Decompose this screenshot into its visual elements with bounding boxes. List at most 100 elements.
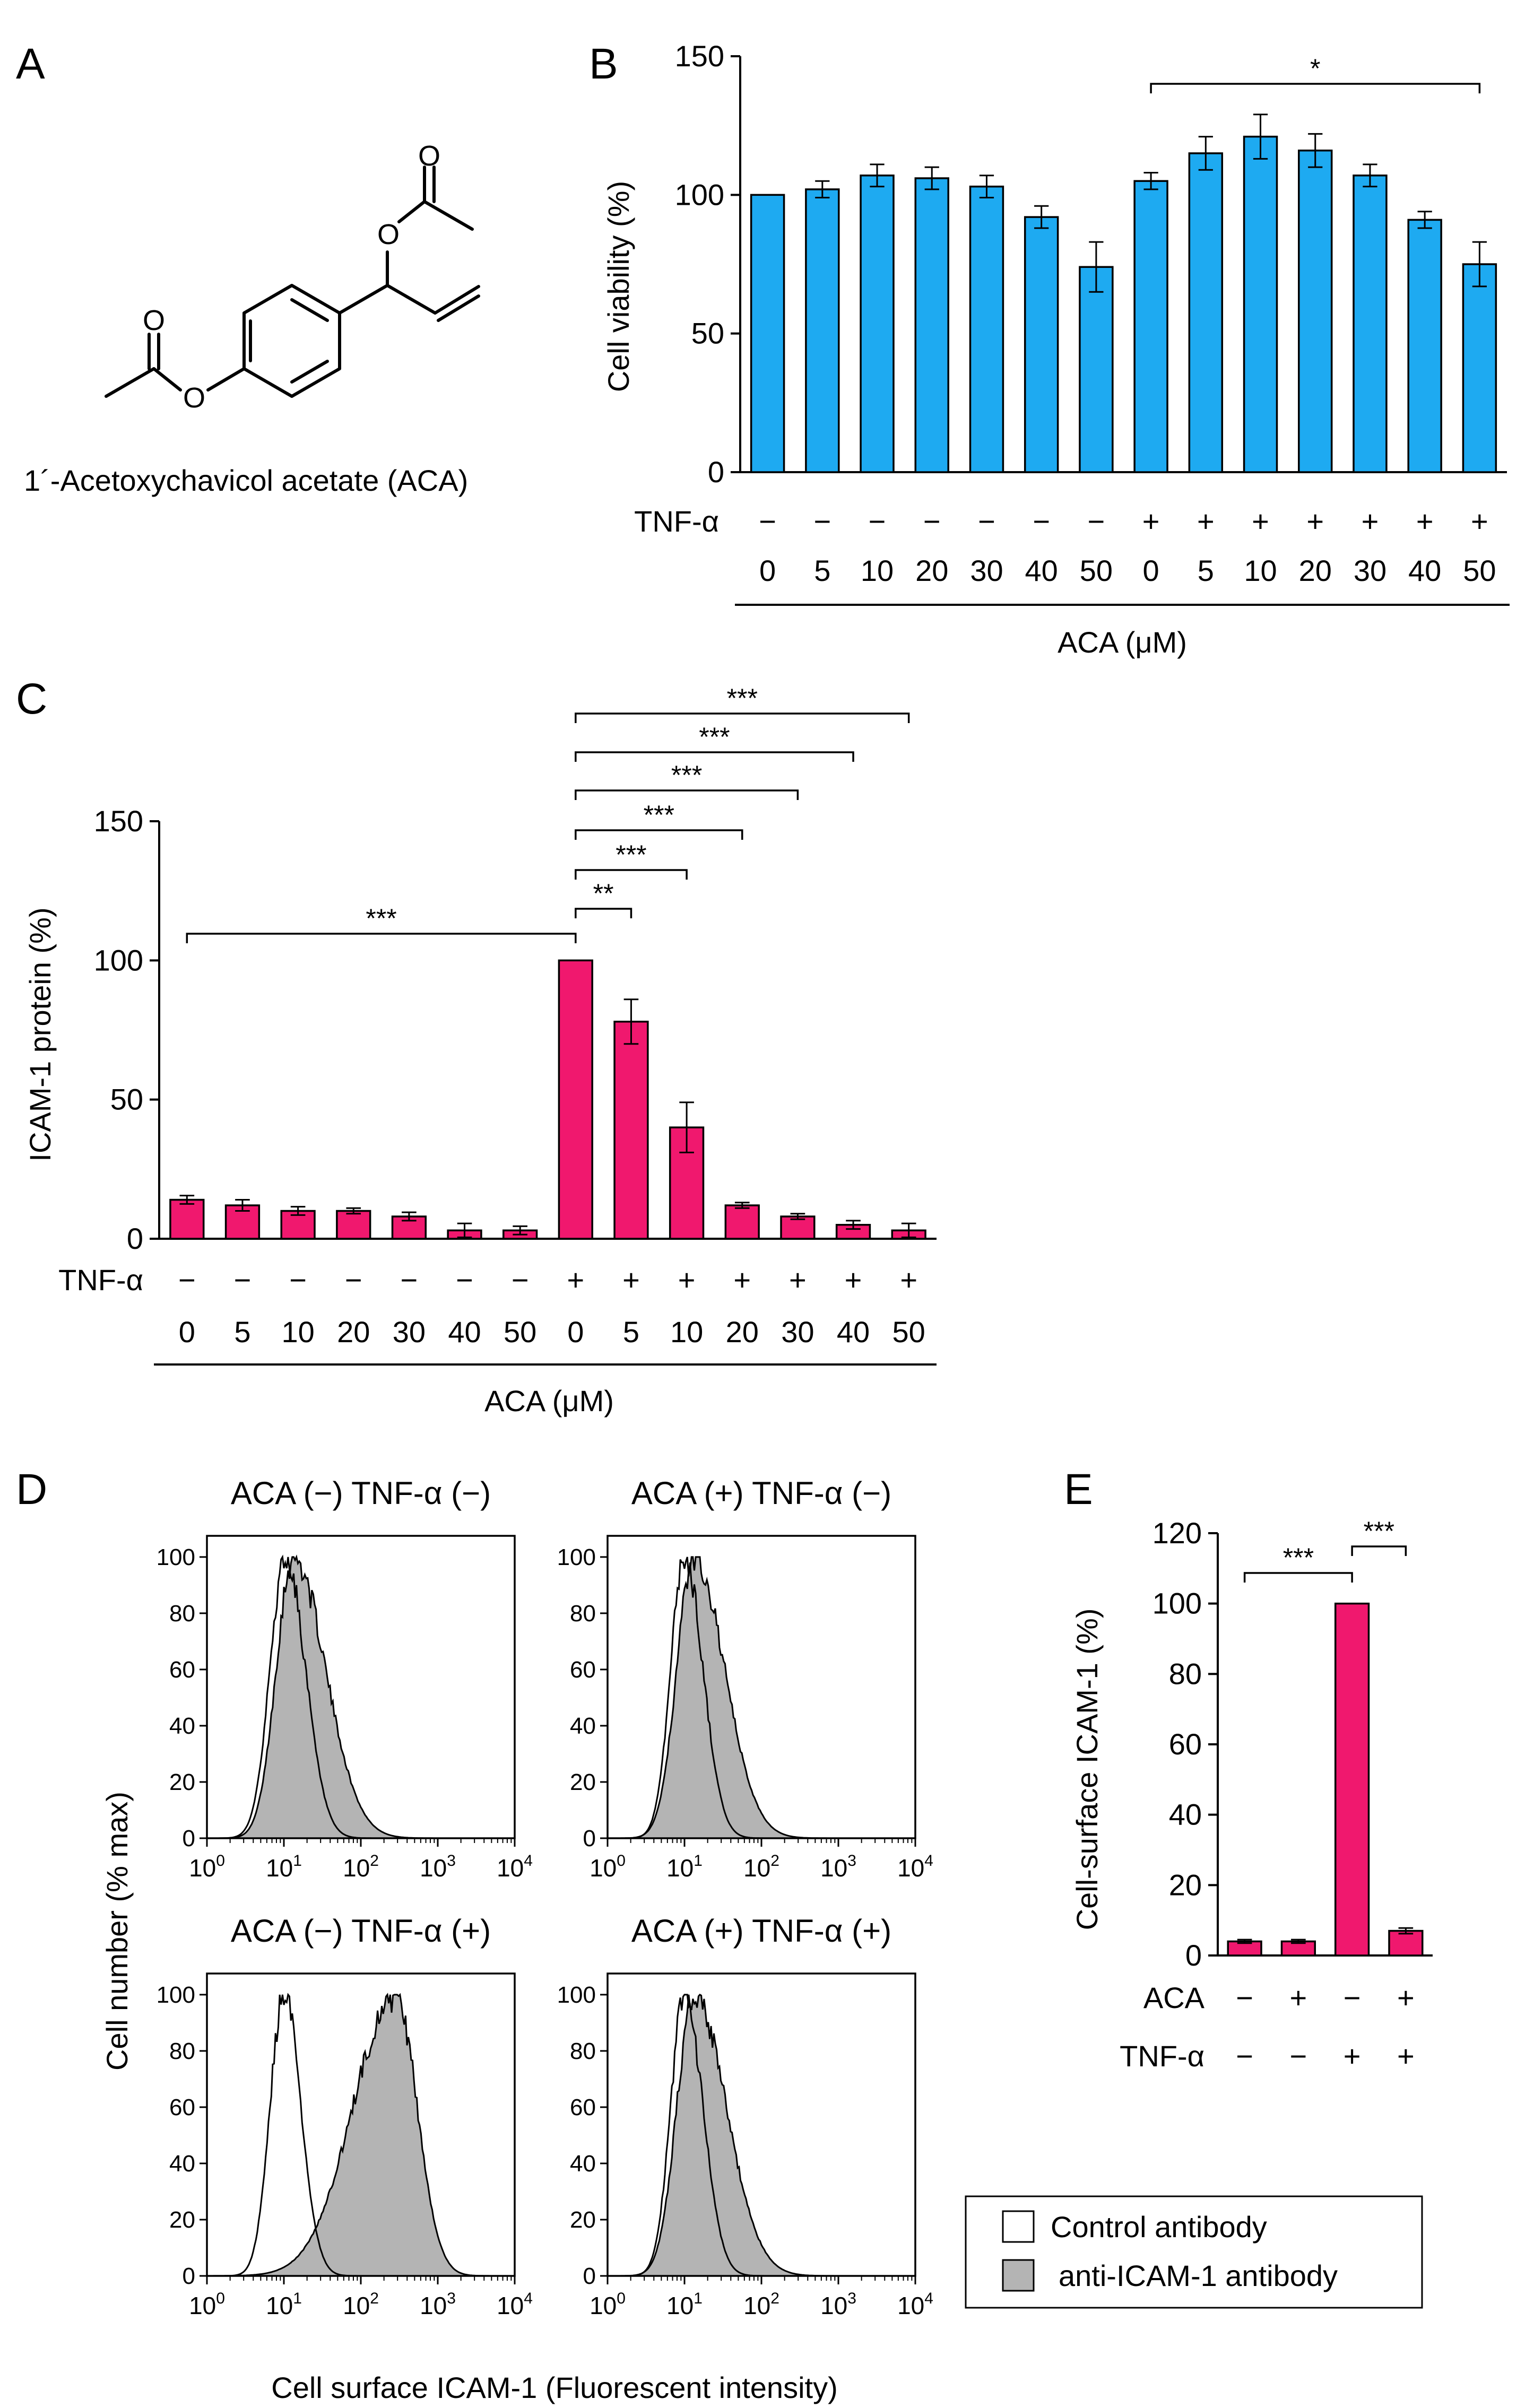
b-tnf-sign: − — [978, 505, 995, 538]
histogram-x-tick-label: 103 — [820, 1852, 856, 1882]
e-tnf-sign: + — [1344, 2039, 1361, 2073]
b-bar — [805, 188, 840, 473]
c-tnf-sign: + — [789, 1263, 807, 1297]
e-significance-label: *** — [1364, 1516, 1394, 1546]
histogram-panel: ACA (−) TNF-α (+) 0 20 40 60 80 100 100 101 102 10… — [157, 1913, 533, 2319]
e-bar — [1334, 1602, 1370, 1957]
c-x-tick-label: 30 — [781, 1315, 814, 1349]
c-significance-bracket — [575, 869, 688, 880]
c-tnf-sign: − — [512, 1263, 529, 1297]
b-tnf-sign: + — [1252, 505, 1269, 538]
b-x-tick-label: 0 — [759, 554, 776, 587]
c-x-tick-label: 30 — [393, 1315, 426, 1349]
c-y-tick-label: 150 — [94, 804, 143, 838]
e-y-tick-label: 120 — [1152, 1516, 1202, 1550]
c-tnf-sign: − — [234, 1263, 252, 1297]
b-x-tick-label: 5 — [814, 554, 830, 587]
histogram-x-tick-label: 101 — [666, 1852, 703, 1882]
chart-e-cell-surface-icam1: 0 20 40 60 80 100 120 *** *** − + − + − − + + Cell-sur… — [1070, 1516, 1433, 2073]
b-tnf-sign: − — [1088, 505, 1105, 538]
histogram-y-tick-label: 20 — [169, 2207, 195, 2233]
e-aca-sign: − — [1236, 1981, 1253, 2014]
b-significance-label: * — [1310, 54, 1320, 83]
c-x-tick-label: 10 — [670, 1315, 703, 1349]
histogram-panel: ACA (−) TNF-α (−) 0 20 40 60 80 100 100 101 102 10… — [157, 1475, 533, 1882]
b-bar — [969, 185, 1004, 473]
histogram-y-tick-label: 20 — [169, 1769, 195, 1795]
e-tnf-sign: − — [1236, 2039, 1253, 2073]
histogram-y-tick-label: 40 — [570, 1713, 596, 1739]
histogram-panel: ACA (+) TNF-α (+) 0 20 40 60 80 100 100 101 102 10… — [557, 1913, 933, 2319]
c-significance-bracket — [575, 751, 854, 762]
histogram-y-tick-label: 80 — [570, 2038, 596, 2064]
b-bar — [1024, 216, 1059, 473]
e-significance-bracket — [1243, 1572, 1353, 1583]
histogram-y-tick-label: 0 — [583, 2263, 596, 2289]
histogram-y-tick-label: 60 — [570, 2094, 596, 2120]
histogram-y-tick-label: 100 — [157, 1544, 195, 1570]
c-y-tick-label: 50 — [110, 1083, 143, 1116]
histogram-anti-icam1 — [207, 1554, 515, 1839]
histogram-y-tick-label: 60 — [570, 1657, 596, 1683]
e-aca-row-label: ACA — [1143, 1981, 1205, 2014]
histogram-x-tick-label: 103 — [820, 2290, 856, 2319]
e-y-tick-label: 100 — [1152, 1587, 1202, 1620]
histogram-y-tick-label: 80 — [169, 1601, 195, 1627]
histogram-control — [608, 1557, 915, 1839]
histogram-x-tick-label: 102 — [743, 1852, 779, 1882]
histogram-anti-icam1 — [608, 1556, 915, 1839]
e-y-tick-label: 60 — [1169, 1727, 1202, 1761]
histogram-x-tick-label: 100 — [590, 1852, 626, 1882]
b-bar — [914, 177, 949, 473]
c-tnf-sign: − — [289, 1263, 307, 1297]
b-x-tick-label: 50 — [1080, 554, 1113, 587]
histogram-x-tick-label: 102 — [343, 2290, 379, 2319]
e-y-tick-label: 20 — [1169, 1868, 1202, 1901]
e-y-tick-label: 80 — [1169, 1657, 1202, 1690]
histogram-y-tick-label: 0 — [183, 1825, 195, 1851]
b-x-tick-label: 30 — [1354, 554, 1386, 587]
c-x-tick-label: 40 — [448, 1315, 481, 1349]
c-bar — [558, 959, 593, 1240]
e-aca-sign: + — [1290, 1981, 1307, 2014]
c-tnf-sign: − — [178, 1263, 196, 1297]
b-x-tick-label: 40 — [1408, 554, 1441, 587]
b-tnf-sign: − — [1033, 505, 1050, 538]
histogram-y-tick-label: 100 — [557, 1544, 596, 1570]
e-tnf-row-label: TNF-α — [1120, 2039, 1204, 2073]
b-x-tick-label: 5 — [1198, 554, 1214, 587]
histogram-x-tick-label: 104 — [497, 2290, 533, 2319]
b-y-axis-label: Cell viability (%) — [602, 181, 635, 392]
histogram-control — [608, 1994, 915, 2277]
c-significance-label: *** — [366, 903, 396, 933]
histogram-y-tick-label: 100 — [557, 1982, 596, 2008]
panel-label-d: D — [16, 1465, 47, 1514]
b-tnf-sign: − — [869, 505, 886, 538]
histogram-y-tick-label: 20 — [570, 1769, 596, 1795]
b-tnf-row-label: TNF-α — [634, 505, 719, 538]
b-bar — [1243, 135, 1278, 473]
e-significance-bracket — [1351, 1545, 1407, 1556]
d-x-axis-label: Cell surface ICAM-1 (Fluorescent intensi… — [271, 2371, 837, 2404]
c-x-tick-label: 50 — [892, 1315, 925, 1349]
c-x-tick-label: 20 — [337, 1315, 370, 1349]
panel-label-b: B — [589, 40, 618, 88]
c-x-axis-label: ACA (μM) — [484, 1384, 614, 1418]
c-bar — [724, 1204, 760, 1240]
c-tnf-row-label: TNF-α — [58, 1263, 143, 1297]
c-significance-label: *** — [671, 760, 702, 790]
b-x-tick-label: 10 — [1244, 554, 1277, 587]
histogram-x-tick-label: 100 — [590, 2290, 626, 2319]
c-significance-bracket — [575, 908, 632, 918]
e-y-tick-label: 40 — [1169, 1798, 1202, 1831]
b-bar — [750, 194, 785, 473]
b-x-axis-label: ACA (μM) — [1058, 625, 1187, 659]
c-tnf-sign: − — [345, 1263, 362, 1297]
b-significance-bracket — [1150, 83, 1481, 93]
c-y-axis-label: ICAM-1 protein (%) — [23, 907, 57, 1161]
c-x-tick-label: 5 — [623, 1315, 639, 1349]
c-tnf-sign: − — [401, 1263, 418, 1297]
histogram-anti-icam1 — [608, 1993, 915, 2277]
histogram-x-tick-label: 101 — [266, 2290, 302, 2319]
atom-o-carbonyl1: O — [418, 140, 440, 172]
